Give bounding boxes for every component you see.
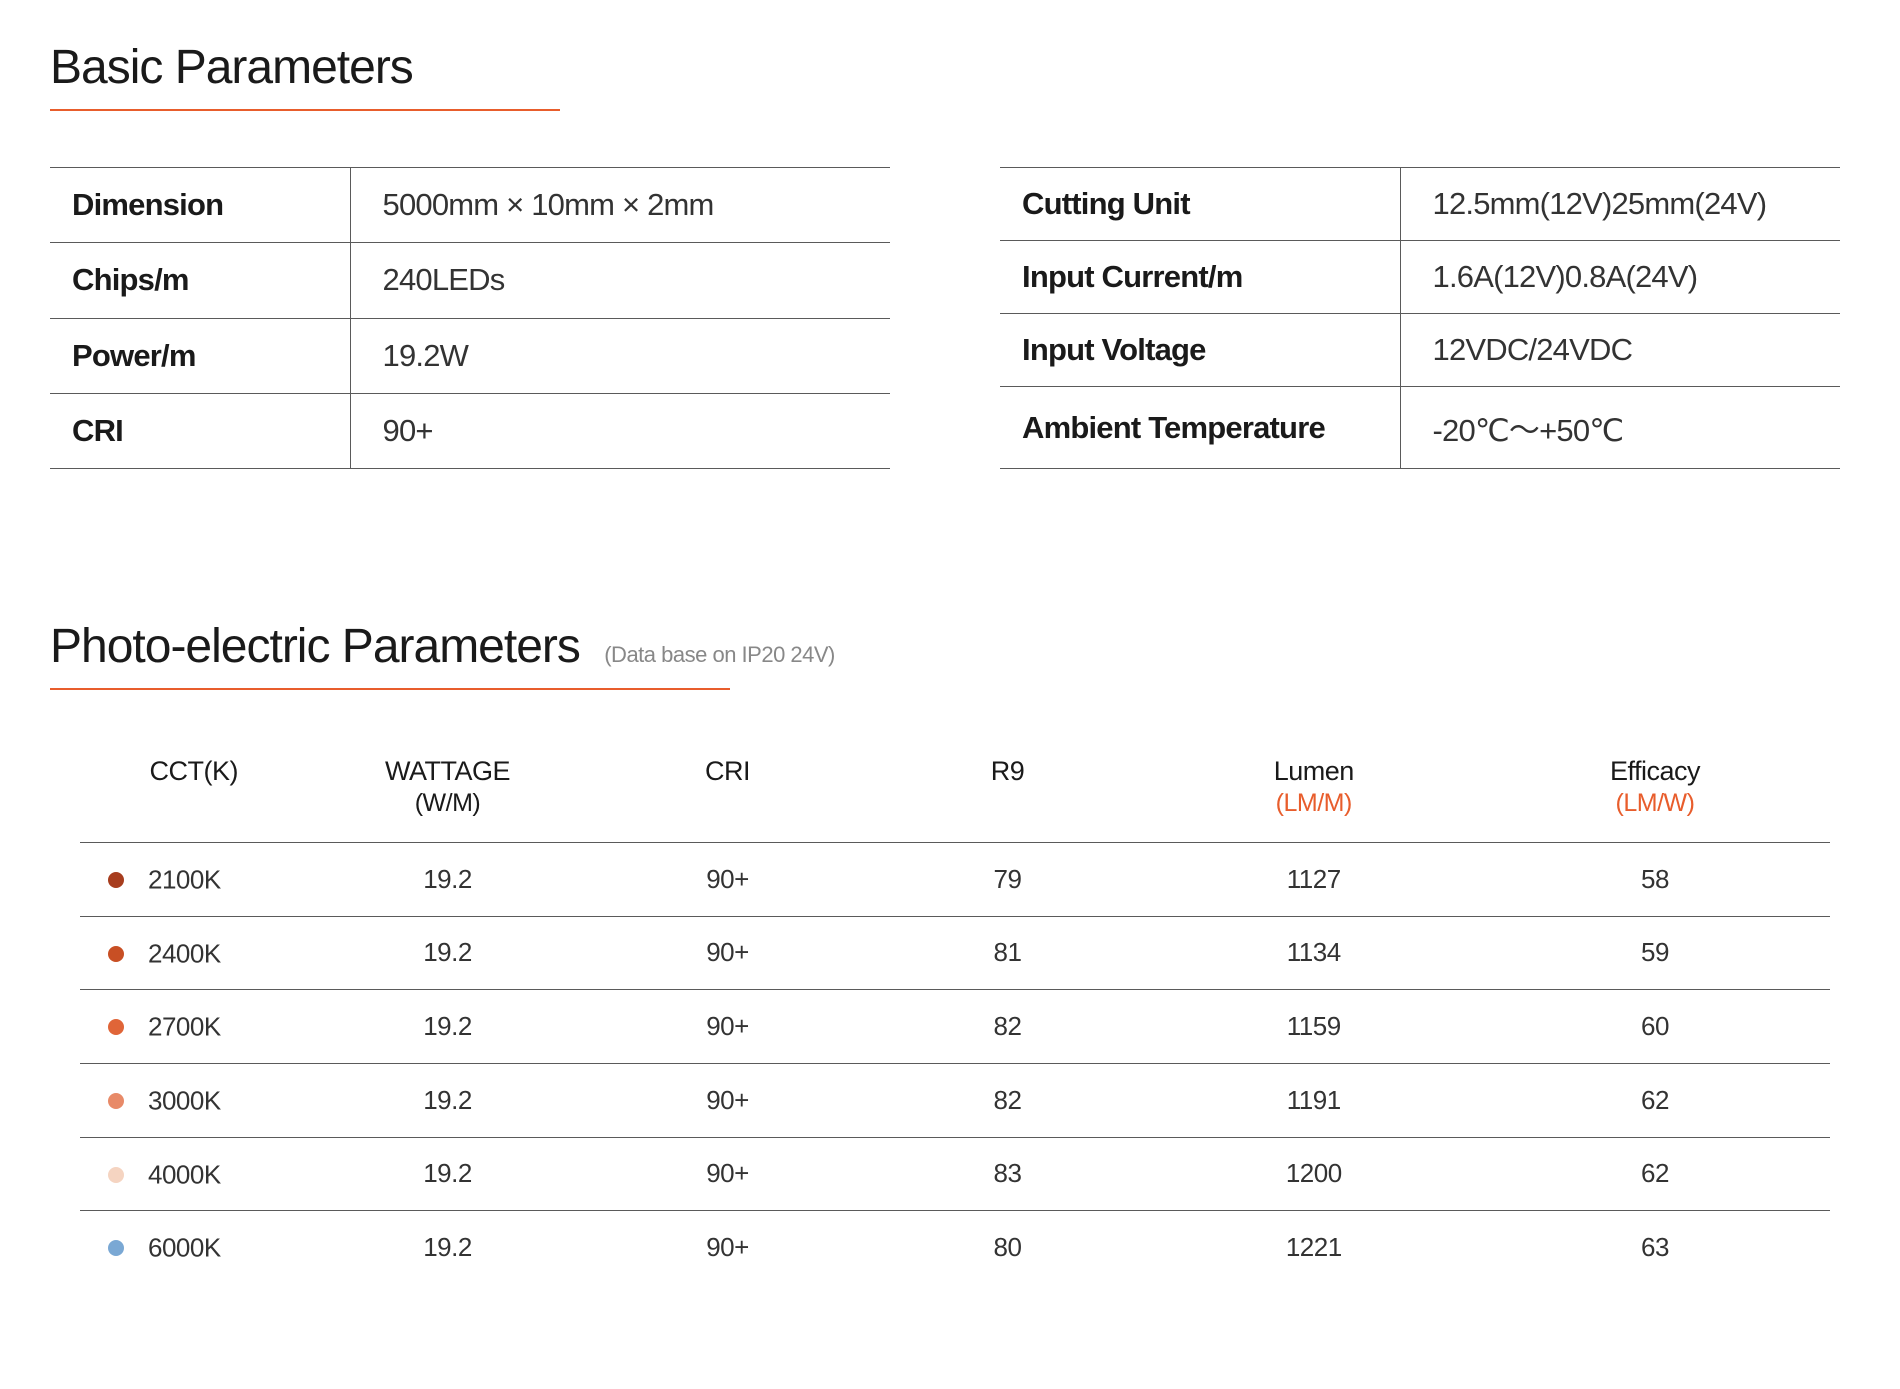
column-header: CCT(K) xyxy=(80,746,308,843)
table-row: Chips/m240LEDs xyxy=(50,243,890,318)
param-label: Chips/m xyxy=(50,243,350,318)
efficacy-cell: 58 xyxy=(1480,843,1830,917)
param-label: Ambient Temperature xyxy=(1000,387,1400,469)
table-row: 3000K 19.290+82119162 xyxy=(80,1063,1830,1137)
param-label: CRI xyxy=(50,393,350,468)
cct-cell: 6000K xyxy=(80,1211,308,1284)
wattage-cell: 19.2 xyxy=(308,990,588,1064)
cct-value: 6000K xyxy=(148,1233,221,1263)
column-header: WATTAGE(W/M) xyxy=(308,746,588,843)
cri-cell: 90+ xyxy=(588,1063,868,1137)
efficacy-cell: 62 xyxy=(1480,1137,1830,1211)
photo-subtitle: (Data base on IP20 24V) xyxy=(604,642,835,667)
color-temp-dot-icon xyxy=(108,1093,124,1109)
param-value: 12.5mm(12V)25mm(24V) xyxy=(1400,168,1840,241)
color-temp-dot-icon xyxy=(108,1240,124,1256)
table-row: Ambient Temperature-20℃～+50℃ xyxy=(1000,387,1840,469)
table-row: Cutting Unit12.5mm(12V)25mm(24V) xyxy=(1000,168,1840,241)
column-header: CRI xyxy=(588,746,868,843)
title-underline xyxy=(50,109,560,111)
table-row: 2400K 19.290+81113459 xyxy=(80,916,1830,990)
efficacy-cell: 60 xyxy=(1480,990,1830,1064)
basic-params-table-right: Cutting Unit12.5mm(12V)25mm(24V)Input Cu… xyxy=(1000,167,1840,469)
column-header: Efficacy(LM/W) xyxy=(1480,746,1830,843)
param-value: 90+ xyxy=(350,393,890,468)
lumen-cell: 1127 xyxy=(1148,843,1481,917)
color-temp-dot-icon xyxy=(108,1019,124,1035)
wattage-cell: 19.2 xyxy=(308,1063,588,1137)
param-value: 12VDC/24VDC xyxy=(1400,314,1840,387)
cri-cell: 90+ xyxy=(588,990,868,1064)
table-row: Input Current/m1.6A(12V)0.8A(24V) xyxy=(1000,241,1840,314)
column-header: Lumen(LM/M) xyxy=(1148,746,1481,843)
table-row: Power/m19.2W xyxy=(50,318,890,393)
cct-cell: 3000K xyxy=(80,1063,308,1137)
table-row: Input Voltage12VDC/24VDC xyxy=(1000,314,1840,387)
lumen-cell: 1191 xyxy=(1148,1063,1481,1137)
table-row: CRI90+ xyxy=(50,393,890,468)
column-header: R9 xyxy=(868,746,1148,843)
table-row: Dimension5000mm × 10mm × 2mm xyxy=(50,168,890,243)
title-underline xyxy=(50,688,730,690)
param-label: Power/m xyxy=(50,318,350,393)
color-temp-dot-icon xyxy=(108,946,124,962)
photo-params-table: CCT(K)WATTAGE(W/M)CRIR9Lumen(LM/M)Effica… xyxy=(80,746,1830,1284)
param-label: Input Voltage xyxy=(1000,314,1400,387)
param-label: Cutting Unit xyxy=(1000,168,1400,241)
cri-cell: 90+ xyxy=(588,1211,868,1284)
color-temp-dot-icon xyxy=(108,1167,124,1183)
r9-cell: 80 xyxy=(868,1211,1148,1284)
cct-cell: 2100K xyxy=(80,843,308,917)
efficacy-cell: 59 xyxy=(1480,916,1830,990)
cct-cell: 2400K xyxy=(80,916,308,990)
efficacy-cell: 63 xyxy=(1480,1211,1830,1284)
wattage-cell: 19.2 xyxy=(308,1137,588,1211)
r9-cell: 81 xyxy=(868,916,1148,990)
param-value: 19.2W xyxy=(350,318,890,393)
lumen-cell: 1200 xyxy=(1148,1137,1481,1211)
lumen-cell: 1134 xyxy=(1148,916,1481,990)
lumen-cell: 1159 xyxy=(1148,990,1481,1064)
wattage-cell: 19.2 xyxy=(308,916,588,990)
basic-params-tables: Dimension5000mm × 10mm × 2mmChips/m240LE… xyxy=(50,167,1850,469)
r9-cell: 83 xyxy=(868,1137,1148,1211)
param-value: 1.6A(12V)0.8A(24V) xyxy=(1400,241,1840,314)
wattage-cell: 19.2 xyxy=(308,1211,588,1284)
color-temp-dot-icon xyxy=(108,872,124,888)
cct-value: 3000K xyxy=(148,1086,221,1116)
param-label: Dimension xyxy=(50,168,350,243)
efficacy-cell: 62 xyxy=(1480,1063,1830,1137)
basic-params-title: Basic Parameters xyxy=(50,40,1850,95)
photo-params-title: Photo-electric Parameters (Data base on … xyxy=(50,619,1850,674)
cri-cell: 90+ xyxy=(588,843,868,917)
wattage-cell: 19.2 xyxy=(308,843,588,917)
lumen-cell: 1221 xyxy=(1148,1211,1481,1284)
cri-cell: 90+ xyxy=(588,916,868,990)
table-row: 6000K 19.290+80122163 xyxy=(80,1211,1830,1284)
cct-value: 2100K xyxy=(148,865,221,895)
param-value: 5000mm × 10mm × 2mm xyxy=(350,168,890,243)
cct-cell: 2700K xyxy=(80,990,308,1064)
table-row: 2100K 19.290+79112758 xyxy=(80,843,1830,917)
r9-cell: 82 xyxy=(868,990,1148,1064)
param-value: 240LEDs xyxy=(350,243,890,318)
cct-value: 2700K xyxy=(148,1012,221,1042)
cct-cell: 4000K xyxy=(80,1137,308,1211)
photo-title-text: Photo-electric Parameters xyxy=(50,620,580,673)
table-row: 4000K 19.290+83120062 xyxy=(80,1137,1830,1211)
param-label: Input Current/m xyxy=(1000,241,1400,314)
param-value: -20℃～+50℃ xyxy=(1400,387,1840,469)
r9-cell: 79 xyxy=(868,843,1148,917)
table-row: 2700K 19.290+82115960 xyxy=(80,990,1830,1064)
cct-value: 2400K xyxy=(148,938,221,968)
cct-value: 4000K xyxy=(148,1159,221,1189)
cri-cell: 90+ xyxy=(588,1137,868,1211)
basic-params-table-left: Dimension5000mm × 10mm × 2mmChips/m240LE… xyxy=(50,167,890,469)
r9-cell: 82 xyxy=(868,1063,1148,1137)
